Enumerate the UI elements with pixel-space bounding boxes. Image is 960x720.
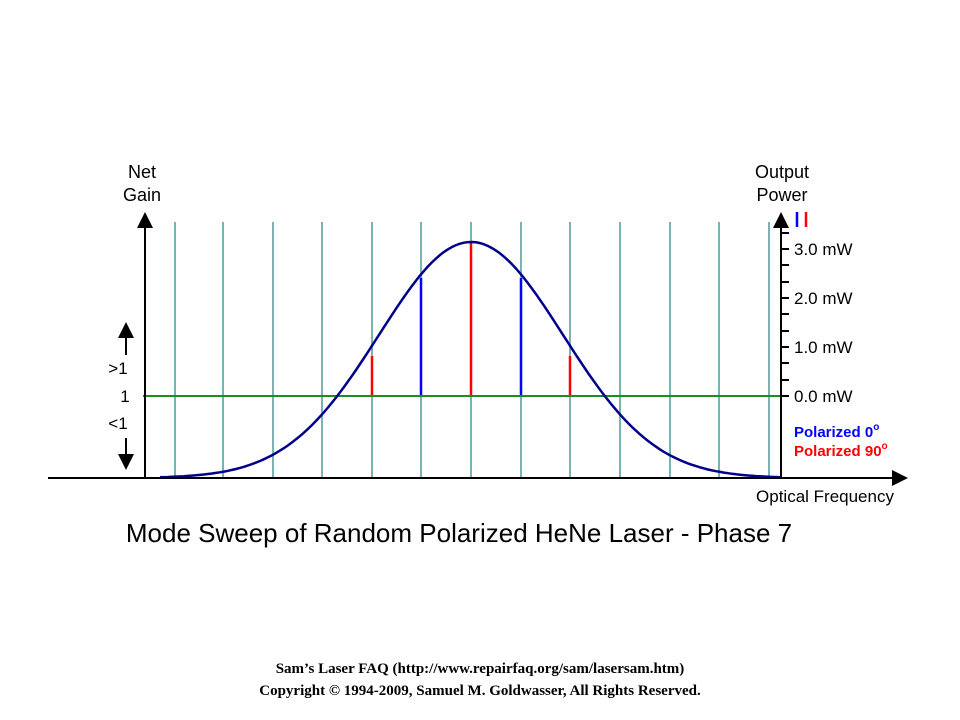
tick-label-3mw: 3.0 mW [794,240,853,259]
footer-faq-line: Sam’s Laser FAQ (http://www.repairfaq.or… [275,661,685,677]
tick-label-0mw: 0.0 mW [794,387,853,406]
legend-degree-0: o [873,422,879,433]
left-axis-label-line2: Gain [123,185,161,205]
left-axis-label-line1: Net [128,162,156,182]
legend-polarized-0-text: Polarized 0 [794,424,873,441]
x-axis-label: Optical Frequency [756,487,894,506]
legend-polarized-90-text: Polarized 90 [794,443,882,460]
gain-label-above: >1 [108,359,127,378]
right-axis-label-line1: Output [755,162,809,182]
diagram-title: Mode Sweep of Random Polarized HeNe Lase… [126,518,792,548]
lasing-modes [370,242,572,396]
footer-copyright-line: Copyright © 1994-2009, Samuel M. Goldwas… [259,683,701,699]
gain-label-unity: 1 [120,387,129,406]
right-axis-ticks [781,232,789,397]
tick-label-2mw: 2.0 mW [794,289,853,308]
legend-degree-90: o [882,441,888,452]
tick-label-1mw: 1.0 mW [794,338,853,357]
right-axis-label-line2: Power [756,185,807,205]
legend-polarized-0: Polarized 0o [794,422,879,441]
gain-label-below: <1 [108,414,127,433]
gain-curve [159,240,781,479]
legend-polarized-90: Polarized 90o [794,441,888,460]
